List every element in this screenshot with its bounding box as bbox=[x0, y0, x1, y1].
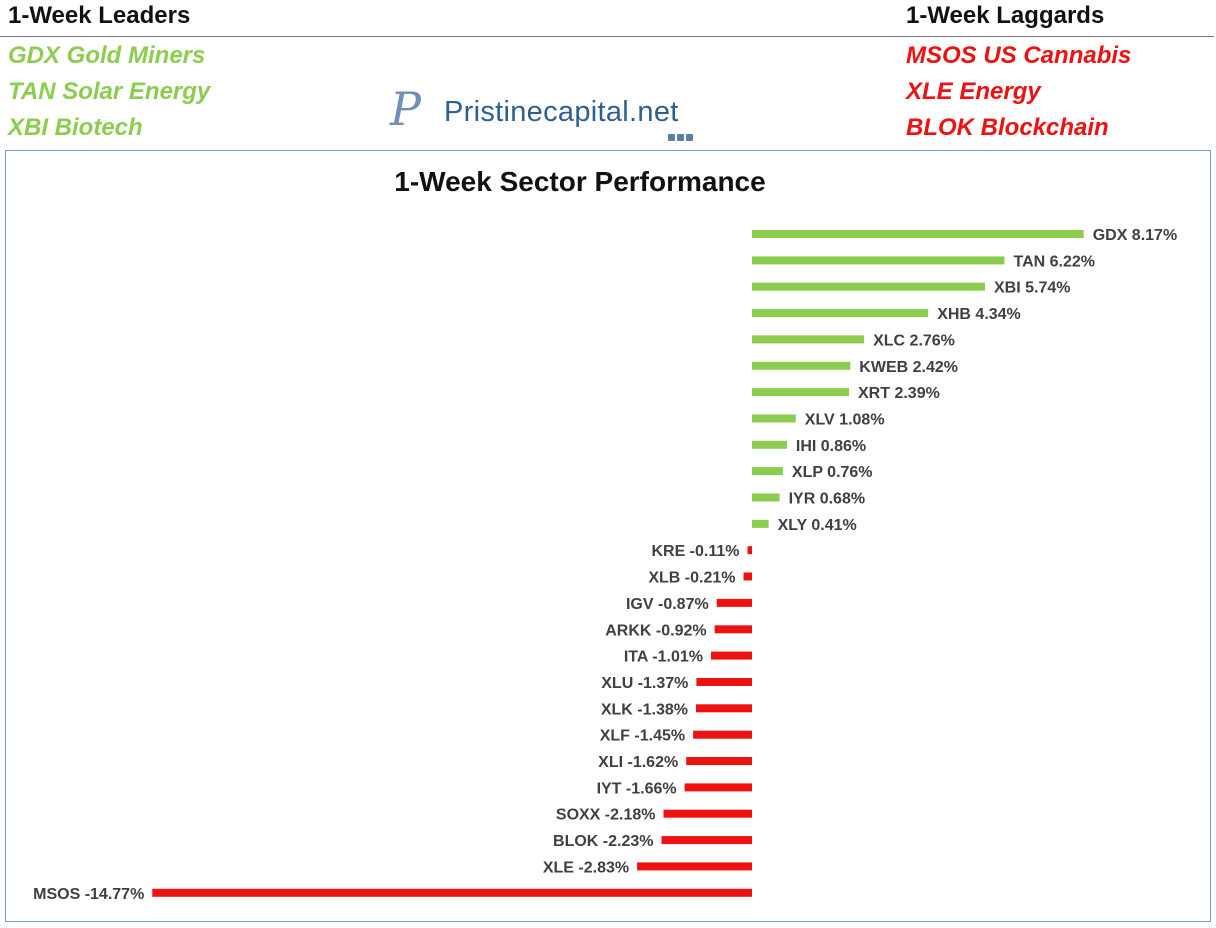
bar-label-xrt: XRT 2.39% bbox=[858, 385, 940, 402]
bar-ita bbox=[711, 651, 752, 660]
leader-item: XBI Biotech bbox=[8, 114, 143, 141]
bar-gdx bbox=[752, 230, 1084, 238]
leader-item: TAN Solar Energy bbox=[8, 78, 211, 105]
bar-label-msos: MSOS -14.77% bbox=[33, 886, 144, 903]
bar-label-xlk: XLK -1.38% bbox=[601, 701, 688, 718]
bar-xlb bbox=[743, 572, 752, 581]
bar-xlu bbox=[696, 678, 752, 686]
laggards-title: 1-Week Laggards bbox=[906, 2, 1105, 29]
bar-iyr bbox=[752, 493, 780, 502]
social-icons bbox=[668, 128, 698, 141]
bar-label-xlv: XLV 1.08% bbox=[805, 412, 885, 429]
logo-tld: .net bbox=[629, 96, 679, 128]
bar-msos bbox=[152, 888, 753, 897]
bar-xlv bbox=[752, 414, 796, 423]
social-icon bbox=[686, 134, 693, 141]
bar-xlc bbox=[752, 335, 865, 344]
bar-label-xbi: XBI 5.74% bbox=[994, 280, 1070, 297]
chart-frame bbox=[5, 150, 1211, 922]
header: 1-Week Leaders 1-Week Laggards GDX Gold … bbox=[0, 0, 1216, 146]
laggard-item: MSOS US Cannabis bbox=[906, 42, 1132, 69]
logo-name: Pristinecapital bbox=[444, 96, 630, 128]
laggard-item: BLOK Blockchain bbox=[906, 114, 1109, 141]
logo-monogram: P bbox=[390, 82, 421, 136]
bar-xlp bbox=[752, 467, 783, 476]
bar-label-xhb: XHB 4.34% bbox=[937, 306, 1021, 323]
bar-label-igv: IGV -0.87% bbox=[626, 596, 709, 613]
social-icon bbox=[668, 134, 675, 141]
pristinecapital-logo: P Pristinecapital.net bbox=[388, 86, 708, 142]
bar-label-xlb: XLB -0.21% bbox=[648, 570, 735, 587]
bar-igv bbox=[716, 598, 752, 607]
leader-item: GDX Gold Miners bbox=[8, 42, 206, 69]
bar-xrt bbox=[752, 388, 849, 397]
bar-label-ita: ITA -1.01% bbox=[624, 649, 703, 666]
bar-label-kre: KRE -0.11% bbox=[651, 543, 739, 560]
bar-label-xly: XLY 0.41% bbox=[778, 517, 857, 534]
bar-tan bbox=[752, 256, 1005, 265]
bar-xli bbox=[686, 757, 752, 765]
bar-label-xlc: XLC 2.76% bbox=[873, 332, 955, 349]
bar-xly bbox=[752, 519, 769, 528]
bar-label-kweb: KWEB 2.42% bbox=[859, 359, 958, 376]
bar-soxx bbox=[663, 809, 752, 818]
bar-label-blok: BLOK -2.23% bbox=[553, 833, 653, 850]
bar-xle bbox=[637, 862, 752, 871]
bar-xlf bbox=[693, 730, 752, 739]
bar-label-tan: TAN 6.22% bbox=[1014, 253, 1096, 270]
bar-label-soxx: SOXX -2.18% bbox=[556, 807, 656, 824]
bar-label-xle: XLE -2.83% bbox=[543, 859, 629, 876]
bar-label-ihi: IHI 0.86% bbox=[796, 438, 866, 455]
bar-blok bbox=[661, 836, 752, 845]
bar-label-xlp: XLP 0.76% bbox=[792, 464, 873, 481]
logo-wordmark: Pristinecapital.net bbox=[444, 96, 679, 129]
bar-label-xlu: XLU -1.37% bbox=[601, 675, 688, 692]
chart-title: 1-Week Sector Performance bbox=[394, 166, 766, 197]
bar-arkk bbox=[714, 625, 752, 634]
bar-xlk bbox=[696, 704, 752, 713]
leaders-title: 1-Week Leaders bbox=[8, 2, 191, 29]
bar-label-xli: XLI -1.62% bbox=[598, 754, 678, 771]
bar-label-arkk: ARKK -0.92% bbox=[605, 622, 706, 639]
bar-iyt bbox=[684, 783, 752, 792]
laggard-item: XLE Energy bbox=[906, 78, 1041, 105]
bar-label-iyr: IYR 0.68% bbox=[789, 491, 865, 508]
bar-label-gdx: GDX 8.17% bbox=[1093, 227, 1177, 244]
bar-kweb bbox=[752, 361, 851, 370]
social-icon bbox=[677, 134, 684, 141]
header-divider bbox=[0, 36, 1214, 37]
bar-label-iyt: IYT -1.66% bbox=[597, 780, 677, 797]
bar-xbi bbox=[752, 282, 985, 291]
bar-label-xlf: XLF -1.45% bbox=[600, 728, 685, 745]
bar-kre bbox=[747, 546, 752, 555]
bar-ihi bbox=[752, 440, 787, 449]
bar-xhb bbox=[752, 309, 929, 318]
